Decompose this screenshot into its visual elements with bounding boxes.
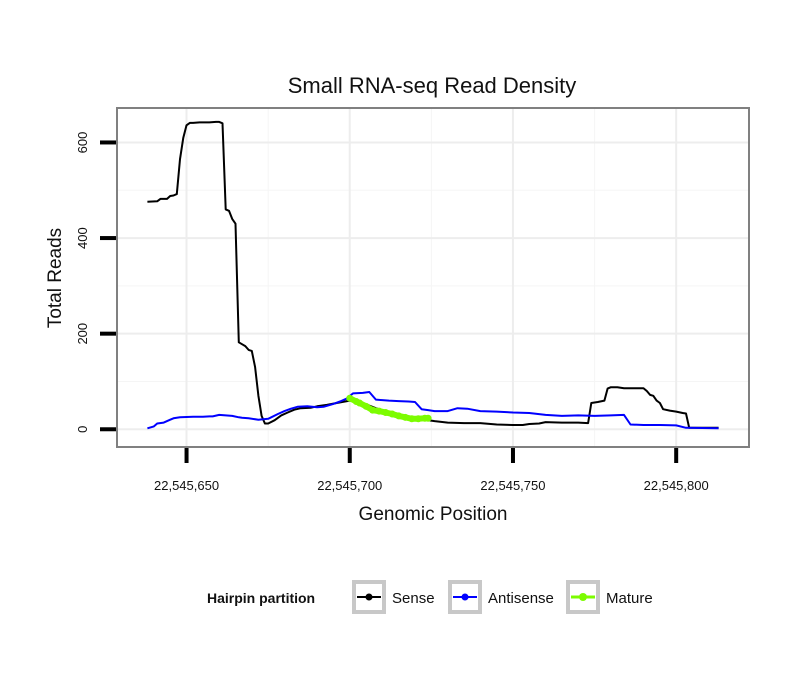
series-point-mature	[375, 407, 383, 415]
series-layer	[147, 120, 719, 430]
series-point-mature	[401, 413, 409, 421]
series-line-antisense	[147, 391, 719, 430]
series-point-mature	[414, 415, 422, 423]
axis-ticks: 22,545,650 22,545,700 22,545,750 22,545,800…	[75, 132, 709, 493]
legend-dot-sense	[365, 593, 373, 601]
legend-item-sense: Sense	[352, 580, 435, 614]
legend-item-antisense: Antisense	[448, 580, 554, 614]
x-axis-title: Genomic Position	[359, 504, 508, 525]
y-tick-label: 200	[75, 323, 90, 345]
series-point-mature	[408, 415, 416, 423]
legend-dot-mature	[579, 593, 587, 601]
y-tick-label: 600	[75, 132, 90, 154]
legend-label-mature: Mature	[606, 590, 653, 607]
y-tick-label: 0	[75, 426, 90, 433]
legend-label-sense: Sense	[392, 590, 435, 607]
x-tick-label: 22,545,650	[154, 478, 219, 493]
x-tick-label: 22,545,800	[644, 478, 709, 493]
series-point-mature	[395, 412, 403, 420]
y-tick-label: 400	[75, 227, 90, 249]
series-line-sense	[147, 120, 719, 429]
series-point-mature	[382, 409, 390, 417]
legend: Hairpin partition Sense Antisense Mature	[207, 580, 653, 614]
series-point-mature	[362, 402, 370, 410]
legend-title: Hairpin partition	[207, 590, 315, 606]
x-tick-label: 22,545,700	[317, 478, 382, 493]
series-point-mature	[369, 406, 377, 414]
chart-title: Small RNA-seq Read Density	[288, 73, 577, 98]
plot-border	[116, 107, 750, 448]
legend-label-antisense: Antisense	[488, 590, 554, 607]
series-point-mature	[356, 399, 364, 407]
y-axis-title: Total Reads	[45, 228, 66, 328]
legend-dot-antisense	[461, 593, 469, 601]
x-tick-label: 22,545,750	[480, 478, 545, 493]
legend-item-mature: Mature	[566, 580, 653, 614]
series-point-mature	[346, 394, 354, 402]
series-point-mature	[424, 414, 432, 422]
series-point-mature	[388, 410, 396, 418]
